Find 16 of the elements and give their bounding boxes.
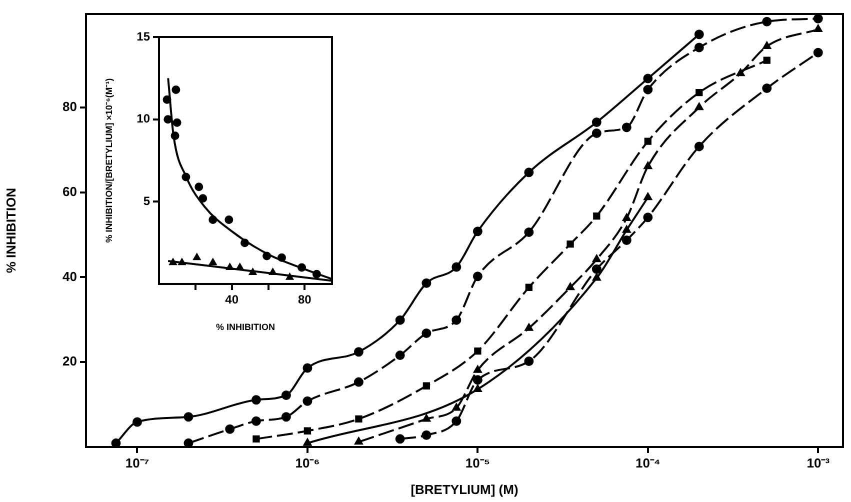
y-tick-label: 20: [62, 354, 77, 369]
y-tick-label: 80: [62, 98, 77, 114]
y-axis-title: % INHIBITION/[BRETYLIUM] ×10⁻⁶(M⁻¹): [104, 78, 114, 243]
x-axis-title: [BRETYLIUM] (M): [410, 482, 518, 497]
y-tick-label: 5: [143, 194, 150, 208]
y-tick-label: 40: [62, 268, 77, 284]
y-axis-title: % INHIBITION: [3, 188, 18, 274]
y-tick-label: 15: [136, 29, 150, 44]
x-tick-label: 10⁻⁶: [295, 455, 320, 470]
x-tick-label: 10⁻⁵: [465, 455, 490, 470]
x-tick-label: 10⁻³: [806, 455, 830, 470]
y-tick-label: 60: [62, 184, 77, 199]
x-axis-title: % INHIBITION: [216, 322, 276, 332]
y-tick-label: 10: [136, 112, 150, 126]
x-tick-label: 10⁻⁴: [635, 455, 660, 470]
x-tick-label: 10⁻⁷: [125, 455, 150, 470]
